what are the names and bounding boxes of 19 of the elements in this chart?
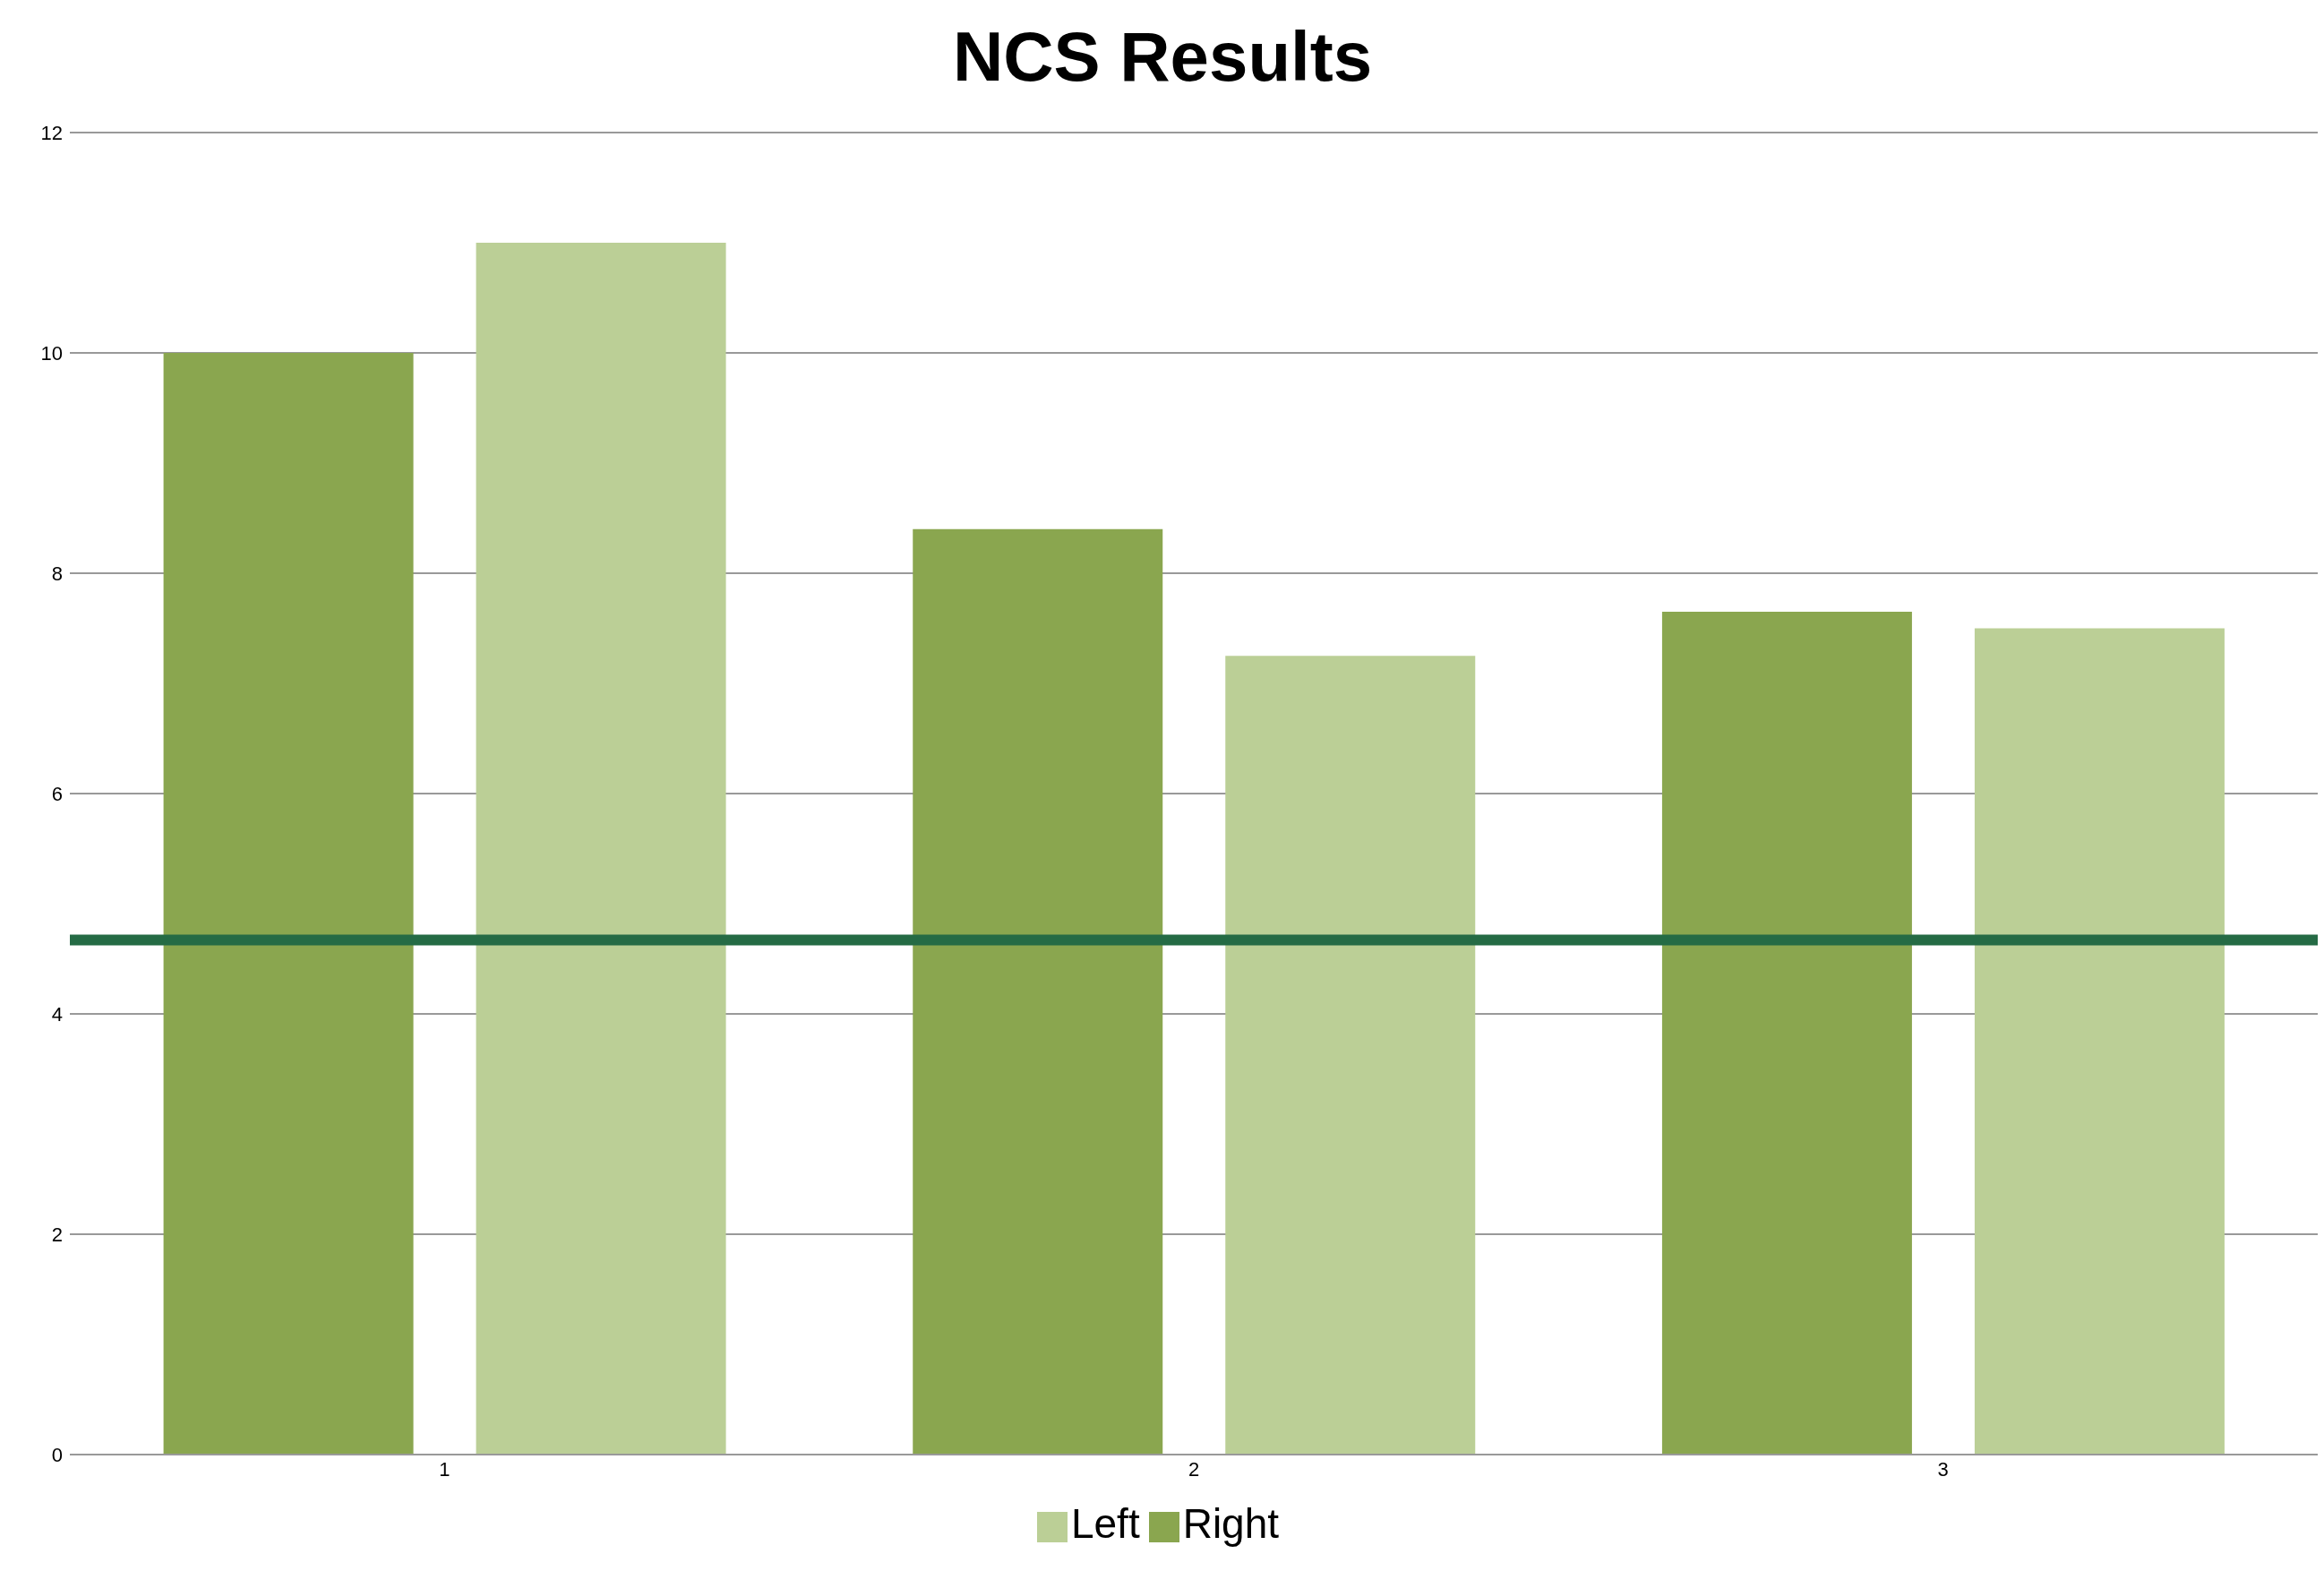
y-tick-label: 4 [51, 1002, 63, 1026]
bar [1661, 612, 1912, 1455]
y-tick-label: 10 [40, 341, 63, 365]
bar [1225, 656, 1476, 1455]
bar [476, 243, 726, 1455]
bar [163, 353, 414, 1455]
x-tick-label: 3 [1937, 1457, 1949, 1481]
y-tick-label: 12 [40, 121, 63, 144]
x-tick-label: 2 [1188, 1457, 1200, 1481]
x-tick-label: 1 [439, 1457, 450, 1481]
y-tick-label: 0 [51, 1443, 63, 1466]
legend-label: Right [1182, 1500, 1280, 1547]
bar [913, 528, 1163, 1455]
y-tick-label: 8 [51, 562, 63, 585]
legend-label: Left [1070, 1500, 1140, 1547]
y-tick-label: 2 [51, 1223, 63, 1246]
bar [1974, 628, 2225, 1455]
chart-title: NCS Results [951, 16, 1374, 98]
y-tick-label: 6 [51, 782, 63, 805]
